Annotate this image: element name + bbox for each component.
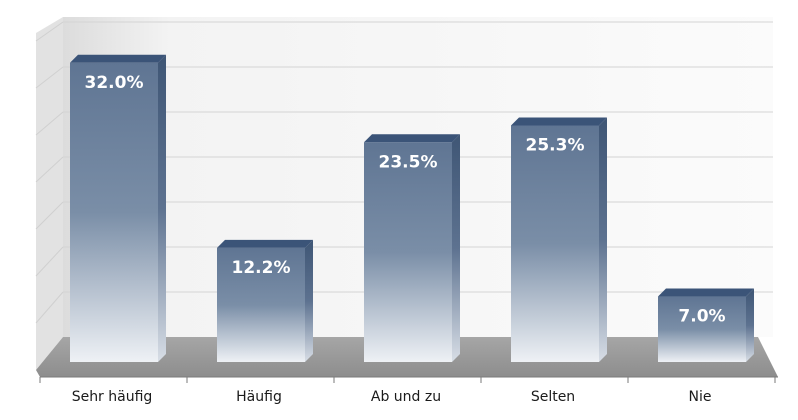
bar-top bbox=[658, 288, 754, 297]
bar-front bbox=[658, 296, 746, 362]
category-label: Sehr häufig bbox=[72, 389, 153, 405]
category-label: Ab und zu bbox=[371, 389, 441, 405]
gridline-side bbox=[35, 66, 64, 89]
bar-top bbox=[217, 239, 313, 248]
chart-left-wall bbox=[36, 17, 63, 370]
bar-front bbox=[217, 247, 305, 362]
bars: 32.0% 12.2% 23.5% 25.3% 7.0% bbox=[70, 54, 754, 363]
category-label: Selten bbox=[531, 389, 575, 405]
gridline-side bbox=[35, 246, 64, 277]
bar-front bbox=[511, 125, 599, 362]
category-label: Häufig bbox=[236, 389, 282, 405]
gridline-side bbox=[35, 156, 64, 183]
data-label: 7.0% bbox=[678, 307, 725, 327]
x-axis-ticks bbox=[39, 377, 776, 383]
bar: 12.2% bbox=[217, 239, 313, 362]
bar-side bbox=[599, 117, 607, 362]
bar-front bbox=[70, 62, 158, 363]
bar-top bbox=[511, 117, 607, 126]
bar-side bbox=[452, 134, 460, 362]
bar-side bbox=[746, 288, 754, 362]
category-label: Nie bbox=[689, 389, 712, 405]
bar: 23.5% bbox=[364, 134, 460, 362]
bar-side bbox=[158, 54, 166, 363]
data-label: 12.2% bbox=[232, 258, 291, 278]
bar-front bbox=[364, 142, 452, 362]
bar: 7.0% bbox=[658, 288, 754, 362]
bar-top bbox=[70, 54, 166, 63]
bar-side bbox=[305, 239, 313, 362]
bar-top bbox=[364, 134, 460, 143]
data-label: 32.0% bbox=[85, 73, 144, 93]
gridline-side bbox=[35, 21, 64, 42]
gridline-side bbox=[35, 291, 64, 324]
gridline-side bbox=[35, 111, 64, 136]
data-label: 25.3% bbox=[526, 135, 585, 155]
category-labels: Sehr häufig Häufig Ab und zu Selten Nie bbox=[72, 389, 712, 405]
gridline-side bbox=[35, 201, 64, 230]
data-label: 23.5% bbox=[379, 152, 438, 172]
bar: 25.3% bbox=[511, 117, 607, 362]
bar: 32.0% bbox=[70, 54, 166, 363]
